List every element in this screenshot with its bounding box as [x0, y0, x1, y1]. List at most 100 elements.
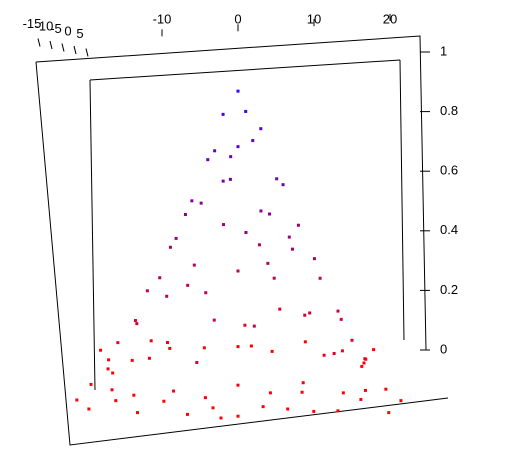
point	[281, 183, 285, 187]
point	[372, 348, 376, 352]
z-tick-label: 0.8	[440, 103, 458, 118]
point	[89, 382, 93, 386]
y-tick-label: 5	[76, 26, 83, 41]
y-tick	[85, 48, 89, 57]
point	[318, 276, 322, 280]
point	[236, 345, 240, 349]
point	[236, 145, 240, 149]
point	[228, 177, 232, 181]
z-tick-label: 0.6	[440, 163, 458, 178]
y-tick-label: -5	[50, 21, 62, 36]
point	[364, 357, 368, 361]
point	[165, 341, 169, 345]
y-tick	[37, 38, 41, 47]
front-frame	[35, 61, 449, 446]
y-tick-label: 0	[64, 23, 71, 38]
inner-frame	[399, 59, 405, 341]
point	[399, 399, 403, 403]
z-tick-label: 0.4	[440, 222, 458, 237]
point	[244, 109, 248, 113]
point	[236, 383, 240, 387]
point	[221, 179, 225, 183]
point	[174, 236, 178, 240]
point	[259, 127, 263, 131]
point	[192, 263, 196, 267]
point	[287, 235, 291, 239]
point	[259, 209, 263, 213]
point	[270, 349, 274, 353]
point	[106, 367, 110, 371]
point	[267, 212, 271, 216]
point	[165, 294, 169, 298]
point	[303, 313, 307, 317]
point	[168, 245, 172, 249]
point	[110, 388, 114, 392]
point	[203, 396, 207, 400]
point	[339, 317, 343, 321]
y-tick-label: -10	[35, 18, 54, 33]
point	[111, 371, 115, 375]
point	[222, 223, 226, 227]
point	[158, 276, 162, 280]
point	[252, 324, 256, 328]
point	[133, 319, 137, 323]
y-tick	[49, 40, 53, 50]
point	[387, 411, 391, 415]
z-tick-label: 1	[440, 43, 447, 58]
point	[229, 155, 233, 159]
point	[251, 139, 255, 143]
inner-frame	[89, 79, 96, 391]
point	[135, 411, 139, 415]
point	[135, 322, 139, 326]
point	[145, 289, 149, 293]
point	[261, 405, 265, 409]
point	[132, 393, 136, 397]
point	[336, 309, 340, 313]
point	[236, 414, 240, 418]
point	[221, 112, 225, 116]
point	[236, 89, 240, 93]
point	[195, 361, 199, 364]
z-tick-label: 0	[440, 341, 447, 356]
point	[168, 346, 172, 350]
point	[363, 388, 367, 392]
point	[257, 243, 261, 247]
point	[75, 398, 79, 402]
point	[275, 177, 279, 181]
point	[303, 340, 307, 344]
point	[341, 391, 345, 395]
point	[308, 311, 312, 315]
point	[211, 406, 215, 410]
point	[312, 257, 316, 261]
x-tick-label: 20	[383, 11, 397, 26]
point	[183, 213, 187, 216]
point	[272, 276, 276, 280]
inner-frame	[89, 59, 401, 81]
point	[162, 399, 166, 403]
point	[172, 389, 176, 393]
point	[244, 231, 248, 234]
y-tick	[73, 45, 77, 55]
point	[204, 291, 208, 295]
point	[99, 348, 103, 352]
point	[249, 344, 253, 348]
x-tick-label: 10	[307, 11, 321, 26]
point	[296, 223, 300, 227]
point	[322, 353, 326, 357]
point	[286, 407, 290, 411]
back-frame	[35, 35, 427, 351]
point	[243, 323, 247, 327]
point	[384, 387, 388, 391]
point	[266, 261, 270, 265]
point	[212, 318, 216, 322]
point	[199, 201, 203, 205]
x-tick-label: -10	[153, 11, 172, 26]
point	[332, 352, 336, 355]
point	[360, 364, 364, 368]
point	[236, 269, 240, 273]
point	[340, 349, 344, 353]
point	[350, 338, 354, 342]
point	[213, 149, 217, 153]
y-tick	[61, 43, 65, 52]
